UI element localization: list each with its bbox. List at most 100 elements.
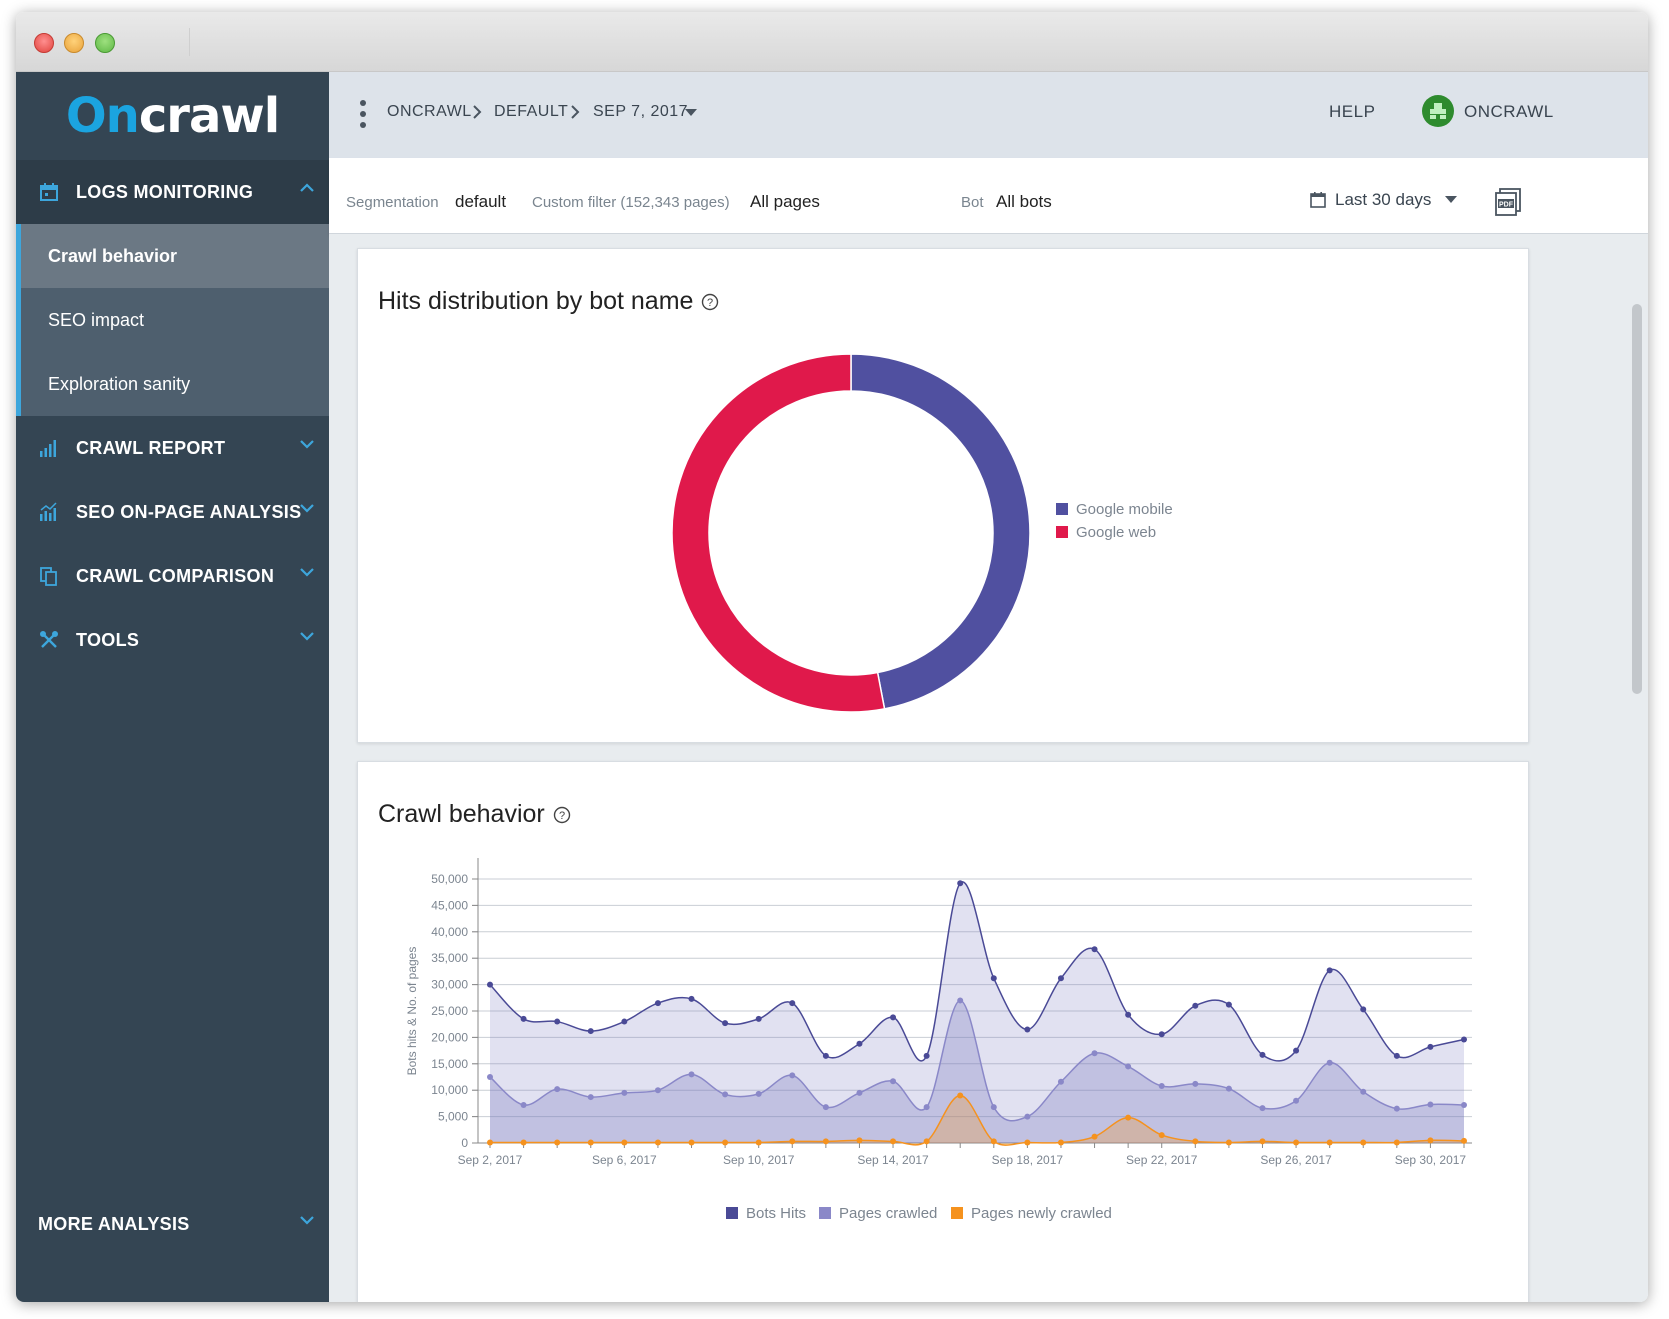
caret-down-icon[interactable] [685,109,697,117]
data-point [1293,1139,1300,1146]
data-point [856,1040,863,1047]
data-point [789,1000,796,1007]
data-point [1091,946,1098,953]
nav-logs-monitoring-label: LOGS MONITORING [76,181,254,202]
data-point [1427,1043,1434,1050]
calendar-icon [1310,192,1326,208]
chevron-up-icon [300,183,314,192]
minimize-window-button[interactable] [64,33,84,53]
maximize-window-button[interactable] [95,33,115,53]
bar-chart-icon [38,437,60,459]
data-point [1024,1139,1031,1146]
user-name[interactable]: ONCRAWL [1464,102,1554,121]
y-tick-label: 50,000 [431,872,468,886]
legend-label: Bots Hits [746,1205,806,1222]
legend-swatch [1056,526,1068,538]
legend-swatch [1056,503,1068,515]
data-point [654,1139,661,1146]
nav-logs-monitoring[interactable]: LOGS MONITORING [16,160,329,224]
x-tick-label: Sep 6, 2017 [592,1153,657,1167]
x-tick-label: Sep 18, 2017 [992,1153,1064,1167]
y-tick-label: 15,000 [431,1057,468,1071]
chevron-right-icon [473,105,482,119]
x-tick-label: Sep 10, 2017 [723,1153,795,1167]
pdf-export-icon[interactable]: PDF [1495,188,1521,216]
data-point [755,1015,762,1022]
series-area [490,1000,1464,1143]
sidebar-item-exploration-sanity[interactable]: Exploration sanity [16,352,329,416]
data-point [621,1018,628,1025]
close-window-button[interactable] [34,33,54,53]
data-point [587,1028,594,1035]
data-point [1326,1139,1333,1146]
help-circle-icon[interactable]: ? [701,293,719,311]
nav-more-analysis[interactable]: MORE ANALYSIS [16,1192,329,1256]
crawl-behavior-card: Crawl behavior ? 0 5,000 10,000 15,000 20,00… [357,761,1529,1302]
help-link[interactable]: HELP [1329,102,1376,121]
nav-crawl-report-label: CRAWL REPORT [76,437,226,458]
data-point [621,1139,628,1146]
scrollbar[interactable] [1632,304,1642,694]
data-point [688,1071,695,1078]
data-point [487,1139,493,1146]
compare-icon [38,565,60,587]
logo[interactable]: Oncrawl [16,72,329,160]
nav-tools-label: TOOLS [76,629,140,650]
data-point [957,997,964,1004]
y-tick-label: 5,000 [438,1110,468,1124]
data-point [722,1020,729,1027]
data-point [856,1137,863,1144]
data-point [722,1139,729,1146]
sidebar-item-label: Exploration sanity [48,373,191,394]
data-point [587,1139,594,1146]
data-point [1125,1063,1132,1070]
hits-distribution-card: Hits distribution by bot name ? Google m… [357,248,1529,743]
data-point [923,1052,930,1059]
more-menu-icon[interactable] [359,100,367,130]
bot-label: Bot [961,194,984,211]
legend-label: Google mobile [1076,501,1173,518]
logo-on: On [65,88,140,144]
date-range-select[interactable]: Last 30 days [1309,190,1458,210]
y-tick-label: 45,000 [431,898,468,912]
data-point [1360,1006,1367,1013]
data-point [822,1138,829,1145]
donut-slice [850,353,1031,710]
data-point [890,1014,897,1021]
x-tick-label: Sep 14, 2017 [857,1153,929,1167]
title-bar-divider [189,28,190,56]
data-point [957,1092,964,1099]
tools-icon [38,629,60,651]
custom-filter-select[interactable]: All pages [750,192,820,211]
y-tick-label: 0 [461,1136,468,1150]
sidebar-item-crawl-behavior[interactable]: Crawl behavior [16,224,329,288]
data-point [1461,1101,1467,1108]
nav-seo-onpage-analysis[interactable]: SEO ON-PAGE ANALYSIS [16,480,329,544]
segmentation-select[interactable]: default [455,192,507,211]
data-point [990,1104,997,1111]
avatar[interactable] [1422,95,1454,127]
custom-filter-label: Custom filter (152,343 pages) [532,194,730,211]
legend-swatch [819,1207,831,1219]
y-tick-label: 40,000 [431,925,468,939]
data-point [1192,1080,1199,1087]
nav-crawl-report[interactable]: CRAWL REPORT [16,416,329,480]
help-circle-icon[interactable]: ? [553,806,571,824]
sidebar-item-seo-impact[interactable]: SEO impact [16,288,329,352]
data-point [789,1072,796,1079]
caret-down-icon [1445,196,1458,203]
data-point [755,1090,762,1097]
svg-text:?: ? [707,297,713,309]
nav-tools[interactable]: TOOLS [16,608,329,672]
bot-select[interactable]: All bots [996,192,1052,211]
breadcrumb-default[interactable]: DEFAULT [494,103,569,120]
breadcrumb-date[interactable]: SEP 7, 2017 [593,103,689,120]
sidebar: Oncrawl LOGS MONITORING Crawl behavior S… [16,72,329,1302]
title-bar [16,12,1648,72]
breadcrumb-oncrawl[interactable]: ONCRAWL [387,103,472,120]
data-point [990,1138,997,1145]
nav-crawl-comparison[interactable]: CRAWL COMPARISON [16,544,329,608]
donut-slice [671,353,886,713]
data-point [822,1104,829,1111]
data-point [554,1139,561,1146]
